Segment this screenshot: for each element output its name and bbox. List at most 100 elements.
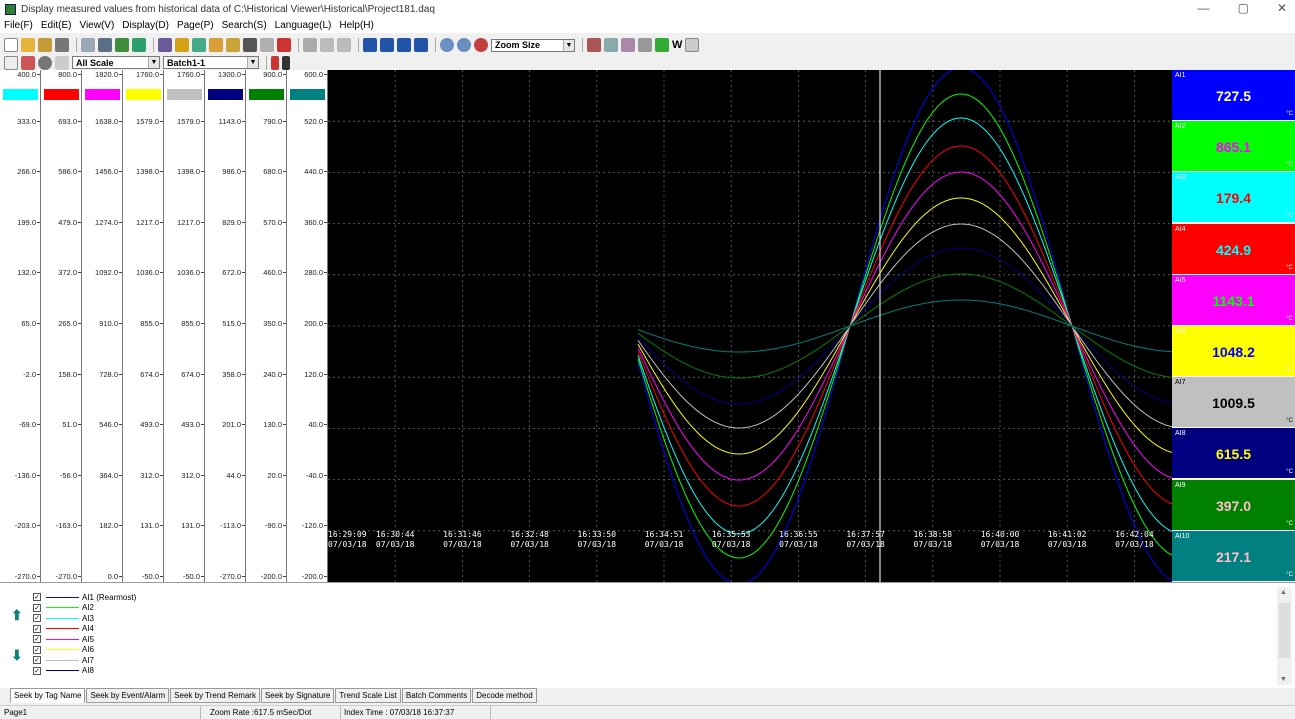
- menu-view[interactable]: View(V): [79, 20, 115, 31]
- page-icon[interactable]: [4, 55, 18, 70]
- value-box[interactable]: AI9 397.0 °C: [1172, 479, 1295, 531]
- tag-list-item[interactable]: ✓ AI5: [33, 634, 136, 645]
- layout-1-icon[interactable]: [587, 38, 601, 52]
- pin-icon[interactable]: [655, 38, 669, 52]
- layout-4-icon[interactable]: [638, 38, 652, 52]
- open-folder-icon[interactable]: [21, 38, 35, 52]
- scale-tick-label: 586.0: [41, 167, 81, 176]
- menu-file[interactable]: File(F): [4, 20, 33, 31]
- marker-icon[interactable]: [303, 38, 317, 52]
- cursor-join-icon[interactable]: [414, 38, 428, 52]
- minimize-button[interactable]: —: [1197, 1, 1210, 15]
- export-icon[interactable]: [209, 38, 223, 52]
- menu-edit[interactable]: Edit(E): [40, 20, 72, 31]
- tab-batch-comments[interactable]: Batch Comments: [401, 688, 472, 703]
- import-icon[interactable]: [226, 38, 240, 52]
- scale-tick-label: 1036.0: [164, 268, 204, 277]
- cursor-split-icon[interactable]: [363, 38, 377, 52]
- scale-tick-label: -69.0: [0, 420, 40, 429]
- tab-trend-scale-list[interactable]: Trend Scale List: [335, 688, 401, 703]
- close-button[interactable]: ✕: [1276, 1, 1287, 15]
- trend-plot[interactable]: 16:29:09 07/03/18 16:30:44 07/03/18 16:31:46…: [328, 70, 1172, 582]
- w-button[interactable]: W: [672, 39, 683, 51]
- zoom-out-icon[interactable]: [457, 38, 471, 52]
- tab-decode-method[interactable]: Decode method: [472, 688, 537, 703]
- value-box[interactable]: AI1 727.5 °C: [1172, 70, 1295, 121]
- x-tick-label: 16:41:02 07/03/18: [1037, 530, 1097, 550]
- arrow-down-icon[interactable]: ⬇: [11, 647, 23, 663]
- trend-view-icon[interactable]: [81, 38, 95, 52]
- value-box[interactable]: AI6 1048.2 °C: [1172, 326, 1295, 377]
- tag-checkbox[interactable]: ✓: [33, 635, 41, 644]
- zoom-size-select[interactable]: Zoom Size ▼: [491, 38, 575, 52]
- camera-icon[interactable]: [243, 38, 257, 52]
- menu-language[interactable]: Language(L): [274, 20, 332, 31]
- report-icon[interactable]: [277, 38, 291, 52]
- find-icon[interactable]: [38, 55, 52, 70]
- tag-list-item[interactable]: ✓ AI4: [33, 624, 136, 635]
- x-tick-date: 07/03/18: [1115, 540, 1154, 549]
- arrow-up-icon[interactable]: ⬆: [11, 607, 23, 623]
- tag-checkbox[interactable]: ✓: [33, 593, 41, 602]
- scale-tick-label: -270.0: [205, 572, 245, 581]
- page-add-icon[interactable]: [21, 55, 35, 70]
- tag-list-item[interactable]: ✓ AI2: [33, 603, 136, 614]
- scale-select[interactable]: All Scale ▼: [72, 56, 160, 69]
- trend-chart[interactable]: [328, 70, 1172, 582]
- tag-list-item[interactable]: ✓ AI1 (Rearmost): [33, 592, 136, 603]
- cut-icon[interactable]: [175, 38, 189, 52]
- layout-2-icon[interactable]: [604, 38, 618, 52]
- settings-icon[interactable]: [158, 38, 172, 52]
- zoom-in-icon[interactable]: [440, 38, 454, 52]
- tag-checkbox[interactable]: ✓: [33, 624, 41, 633]
- value-box[interactable]: AI3 179.4 °C: [1172, 172, 1295, 224]
- menu-display[interactable]: Display(D): [122, 20, 169, 31]
- tab-seek-by-tag-name[interactable]: Seek by Tag Name: [10, 688, 86, 703]
- tag-list-item[interactable]: ✓ AI8: [33, 666, 136, 677]
- layout-3-icon[interactable]: [621, 38, 635, 52]
- tag-list-item[interactable]: ✓ AI3: [33, 613, 136, 624]
- bar-view-icon[interactable]: [132, 38, 146, 52]
- tag-list-item[interactable]: ✓ AI6: [33, 645, 136, 656]
- menu-help[interactable]: Help(H): [339, 20, 374, 31]
- calculator-icon[interactable]: [260, 38, 274, 52]
- move-left-icon[interactable]: [380, 38, 394, 52]
- tag-checkbox[interactable]: ✓: [33, 614, 41, 623]
- user-icon[interactable]: [320, 38, 334, 52]
- tag-label: AI7: [82, 655, 95, 665]
- open-recent-icon[interactable]: [38, 38, 52, 52]
- copy-icon[interactable]: [192, 38, 206, 52]
- menu-page[interactable]: Page(P): [176, 20, 214, 31]
- maximize-button[interactable]: ▢: [1237, 1, 1249, 15]
- x-tick-date: 07/03/18: [510, 540, 549, 549]
- tab-seek-by-event-alarm[interactable]: Seek by Event/Alarm: [86, 688, 170, 703]
- tag-checkbox[interactable]: ✓: [33, 666, 41, 675]
- zoom-reset-icon[interactable]: [474, 38, 488, 52]
- value-box[interactable]: AI8 615.5 °C: [1172, 428, 1295, 480]
- print-icon[interactable]: [55, 38, 69, 52]
- value-reading: 1009.5: [1212, 395, 1255, 412]
- search-icon[interactable]: [337, 38, 351, 52]
- value-box[interactable]: AI4 424.9 °C: [1172, 223, 1295, 275]
- tag-list-scrollbar[interactable]: ▲ ▼: [1277, 587, 1292, 685]
- digital-view-icon[interactable]: [115, 38, 129, 52]
- move-right-icon[interactable]: [397, 38, 411, 52]
- value-box[interactable]: AI7 1009.5 °C: [1172, 377, 1295, 429]
- tag-checkbox[interactable]: ✓: [33, 656, 41, 665]
- tab-seek-by-signature[interactable]: Seek by Signature: [260, 688, 335, 703]
- window-icon[interactable]: [685, 38, 700, 52]
- tag-checkbox[interactable]: ✓: [33, 603, 41, 612]
- tag-checkbox[interactable]: ✓: [33, 645, 41, 654]
- value-box[interactable]: AI5 1143.1 °C: [1172, 274, 1295, 326]
- tag-list-item[interactable]: ✓ AI7: [33, 655, 136, 666]
- menu-search[interactable]: Search(S): [221, 20, 267, 31]
- list-view-icon[interactable]: [98, 38, 112, 52]
- run-icon[interactable]: [282, 55, 290, 70]
- value-box[interactable]: AI10 217.1 °C: [1172, 530, 1295, 582]
- copy-page-icon[interactable]: [55, 55, 69, 70]
- value-box[interactable]: AI2 865.1 °C: [1172, 121, 1295, 173]
- tab-seek-by-trend-remark[interactable]: Seek by Trend Remark: [170, 688, 260, 703]
- record-icon[interactable]: [271, 55, 279, 70]
- new-file-icon[interactable]: [4, 38, 18, 52]
- batch-select[interactable]: Batch1-1 ▼: [163, 56, 259, 69]
